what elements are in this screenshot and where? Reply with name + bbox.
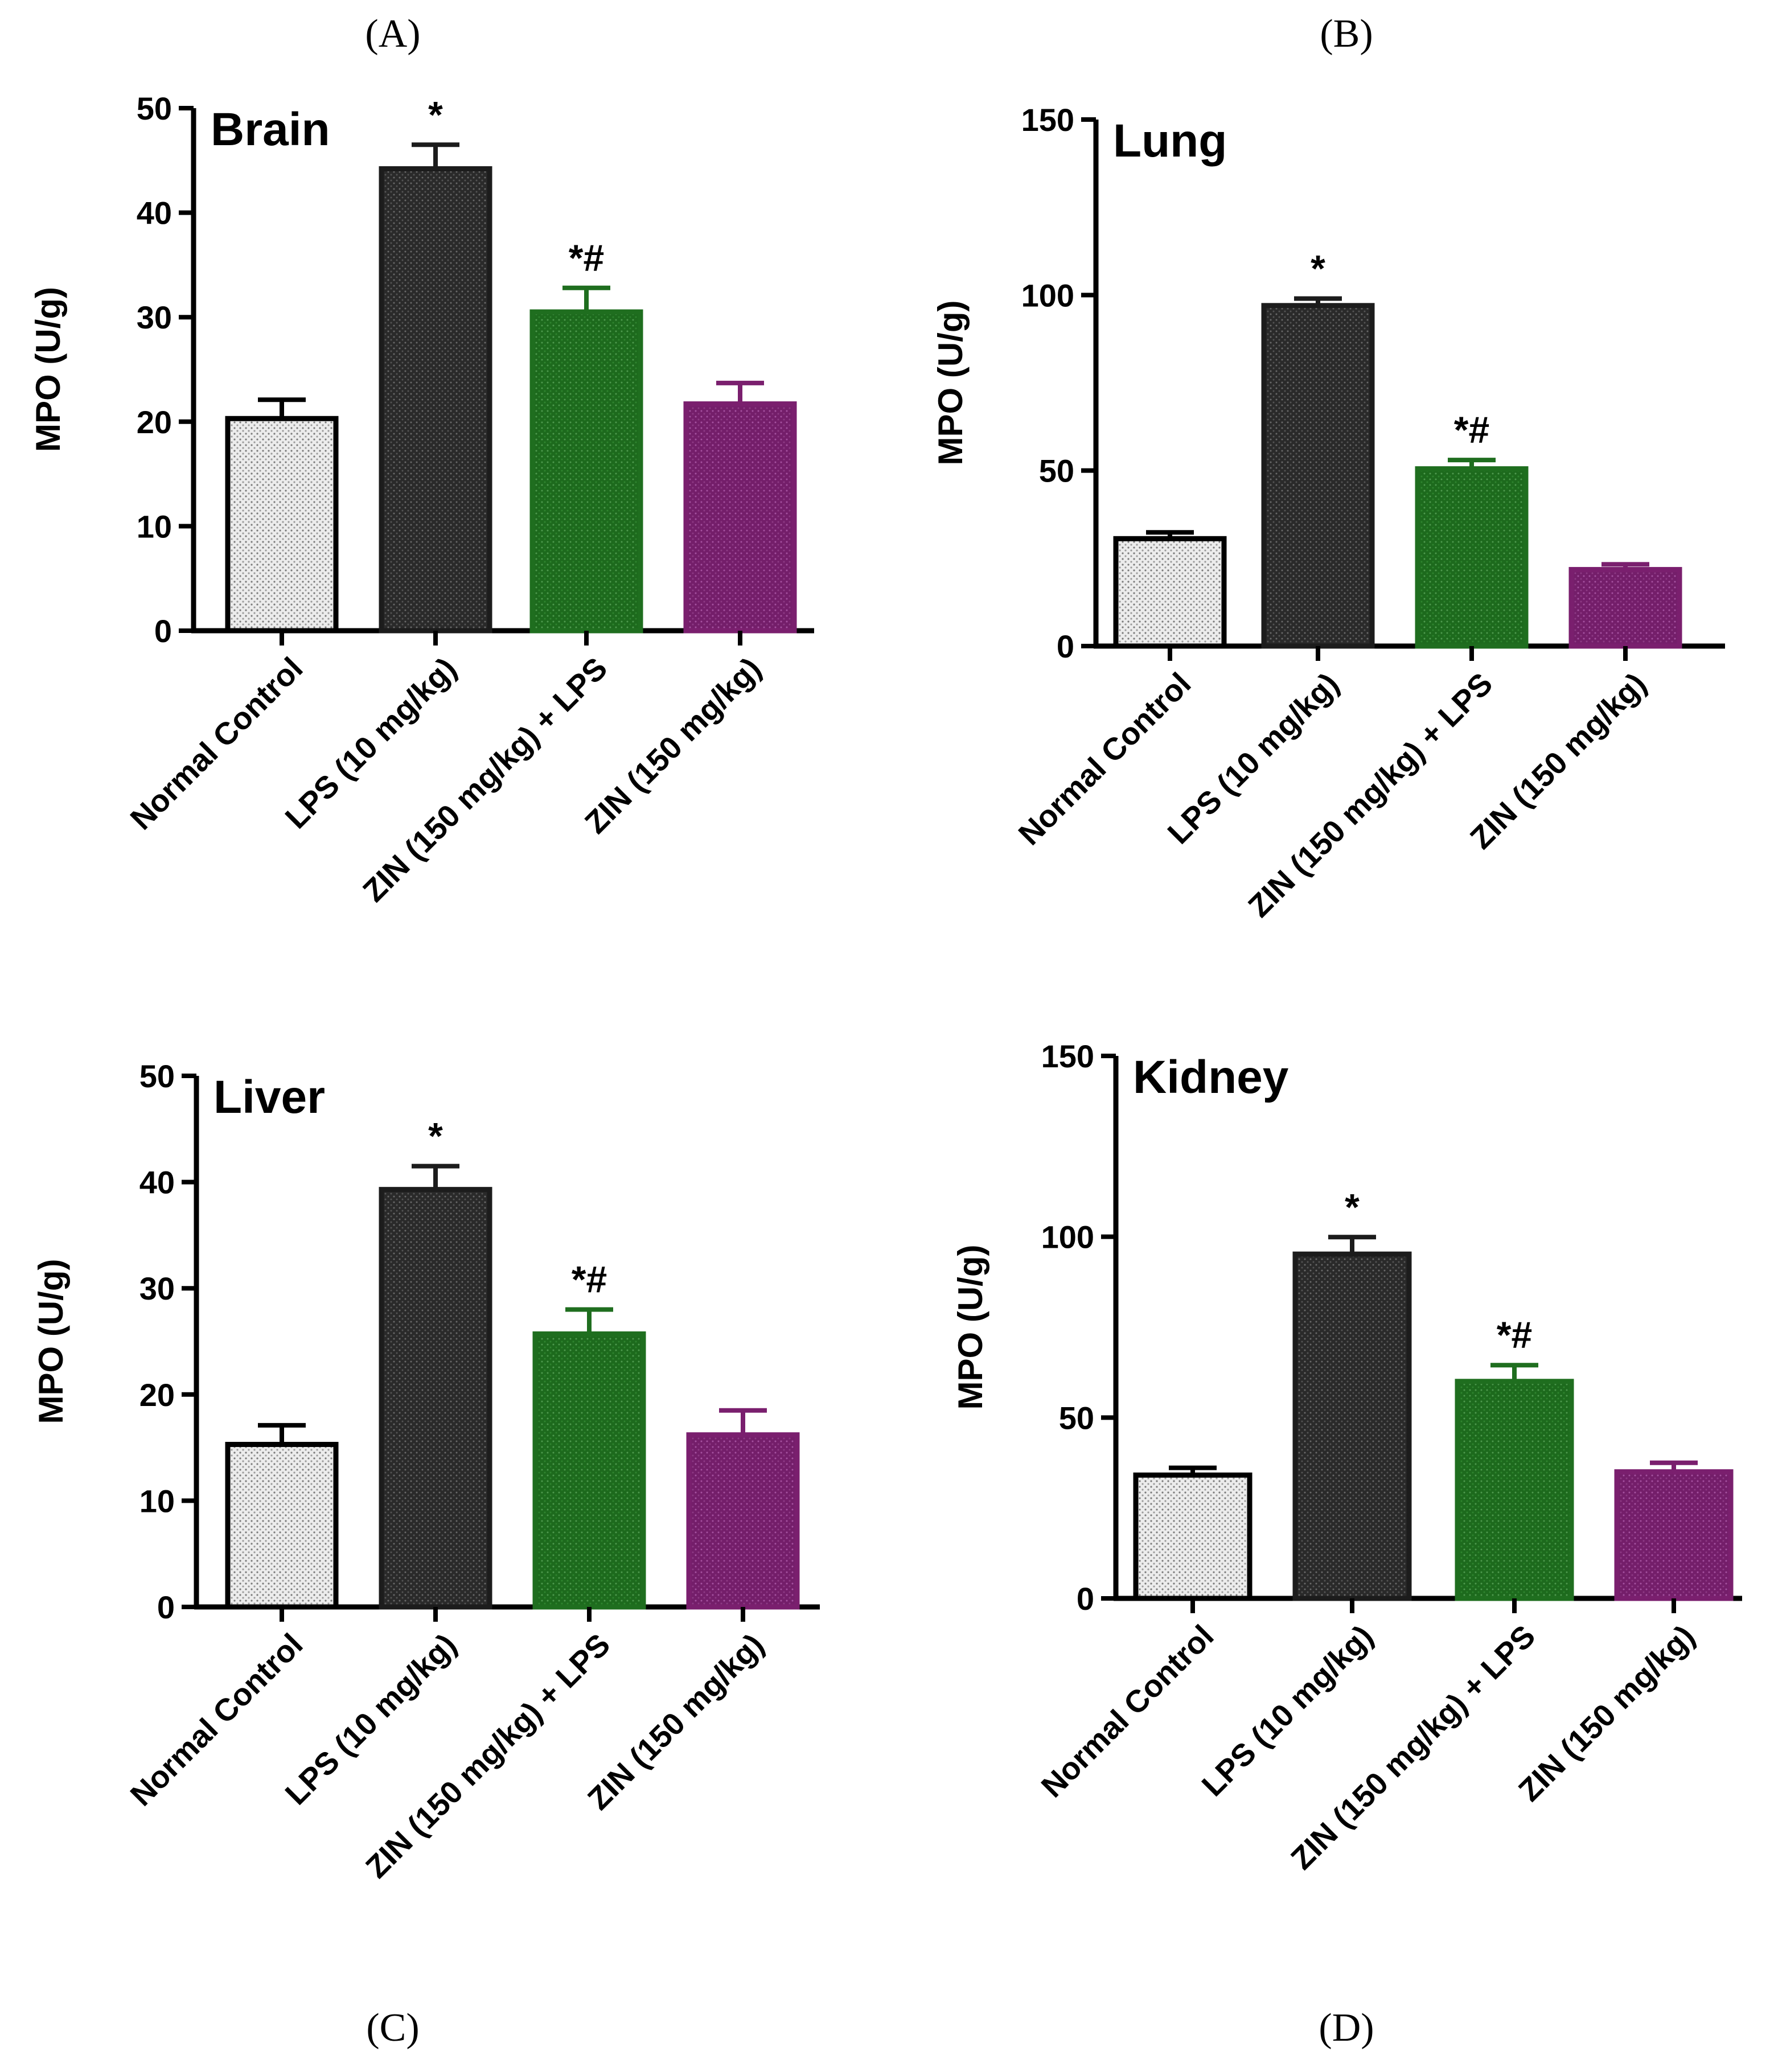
y-tick-label: 100 [1021, 277, 1074, 313]
significance-annotation: * [1311, 248, 1325, 290]
bar-zin-150-mg-kg [1614, 1469, 1734, 1601]
bar-zin-150-mg-kg-lps [532, 1331, 646, 1610]
bar-zin-150-mg-kg [686, 1432, 800, 1610]
x-tick-label: LPS (10 mg/kg) [1195, 1618, 1380, 1803]
bar-zin-150-mg-kg-lps [1415, 466, 1529, 649]
x-tick-label: Normal Control [1034, 1618, 1221, 1804]
significance-annotation: *# [572, 1259, 607, 1301]
y-axis-title: MPO (U/g) [951, 1245, 989, 1410]
y-tick-label: 10 [139, 1483, 175, 1519]
x-tick-label: ZIN (150 mg/kg) [1512, 1618, 1701, 1808]
y-tick-label: 40 [139, 1165, 175, 1201]
bar-normal-control [1133, 1472, 1253, 1601]
y-tick-label: 0 [1057, 628, 1074, 664]
significance-annotation: *# [1454, 409, 1489, 451]
bar-normal-control [225, 1442, 339, 1610]
bar-zin-150-mg-kg [683, 401, 797, 634]
bar-lps-10-mg-kg [379, 1187, 492, 1610]
x-tick-label: ZIN (150 mg/kg) + LPS [356, 651, 614, 908]
bar-lps-10-mg-kg [379, 166, 492, 634]
y-tick-label: 50 [137, 91, 172, 126]
y-tick-label: 50 [1039, 453, 1074, 489]
y-tick-label: 30 [137, 299, 172, 335]
chart-title: Brain [211, 104, 330, 155]
y-tick-label: 150 [1041, 1038, 1094, 1074]
x-tick-label: ZIN (150 mg/kg) + LPS [1241, 666, 1499, 924]
y-tick-label: 50 [1059, 1400, 1094, 1436]
bar-zin-150-mg-kg-lps [529, 309, 643, 634]
y-tick-label: 20 [139, 1377, 175, 1413]
bar-zin-150-mg-kg-lps [1455, 1379, 1574, 1601]
y-tick-label: 0 [154, 613, 172, 649]
y-tick-label: 20 [137, 404, 172, 440]
y-tick-label: 50 [139, 1058, 175, 1094]
y-tick-label: 10 [137, 508, 172, 544]
y-tick-label: 100 [1041, 1219, 1094, 1255]
significance-annotation: * [1345, 1186, 1360, 1228]
bar-normal-control [1113, 536, 1227, 649]
y-tick-label: 0 [157, 1589, 175, 1625]
significance-annotation: * [428, 1115, 443, 1157]
y-axis-title: MPO (U/g) [931, 301, 970, 466]
chart-title: Kidney [1133, 1051, 1289, 1103]
significance-annotation: *# [1497, 1314, 1532, 1356]
chart-kidney: 0 50 100 150 MPO (U/g) Kidney Normal ControlLP… [951, 1038, 1742, 1876]
y-tick-label: 150 [1021, 102, 1074, 138]
bar-normal-control [225, 416, 339, 634]
panel-letter-c: (C) [366, 2006, 419, 2050]
x-tick-label: ZIN (150 mg/kg) + LPS [359, 1627, 617, 1885]
y-axis-title: MPO (U/g) [32, 1259, 70, 1424]
panel-letter-d: (D) [1319, 2006, 1374, 2050]
y-axis-title: MPO (U/g) [29, 287, 67, 452]
y-tick-label: 0 [1077, 1581, 1094, 1617]
panel-letter-a: (A) [365, 12, 420, 56]
bar-lps-10-mg-kg [1261, 303, 1375, 649]
chart-title: Liver [213, 1071, 325, 1123]
bar-lps-10-mg-kg [1292, 1251, 1412, 1601]
chart-title: Lung [1113, 115, 1227, 167]
significance-annotation: * [428, 93, 443, 135]
panel-letter-b: (B) [1320, 12, 1373, 56]
significance-annotation: *# [569, 237, 604, 279]
y-tick-label: 40 [137, 195, 172, 231]
bar-zin-150-mg-kg [1568, 567, 1682, 649]
y-tick-label: 30 [139, 1271, 175, 1306]
